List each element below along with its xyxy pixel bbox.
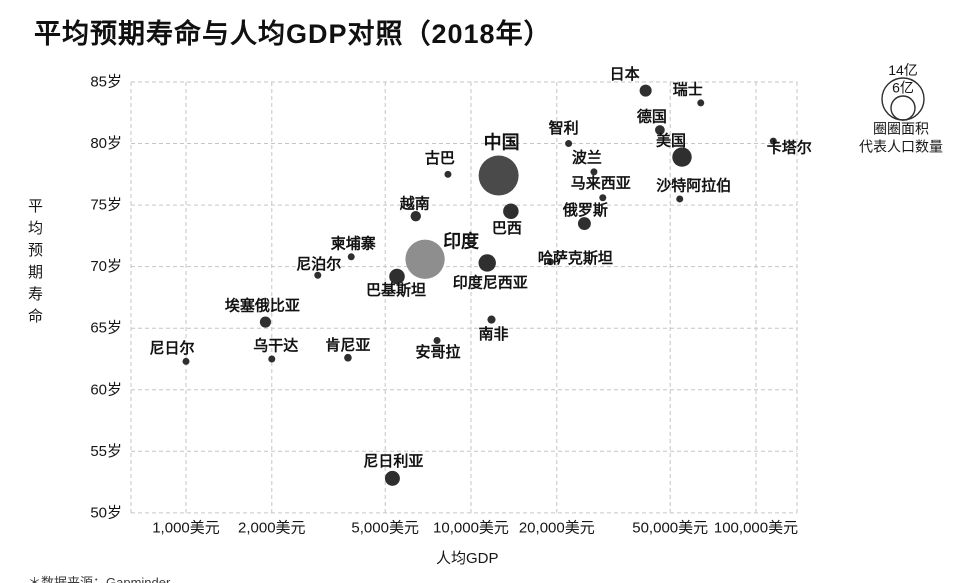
legend-caption-2: 代表人口数量 bbox=[859, 139, 943, 155]
bubble-乌干达 bbox=[268, 355, 276, 363]
bubble-德国 bbox=[655, 125, 665, 135]
label-巴西: 巴西 bbox=[492, 220, 522, 237]
y-tick-label: 50岁 bbox=[90, 504, 122, 521]
bubble-埃塞俄比亚 bbox=[259, 316, 272, 328]
x-tick-label: 1,000美元 bbox=[152, 520, 220, 537]
label-德国: 德国 bbox=[637, 108, 667, 126]
legend-caption-1: 圈圈面积 bbox=[873, 121, 929, 137]
y-tick-label: 70岁 bbox=[90, 258, 122, 275]
x-tick-label: 20,000美元 bbox=[519, 520, 595, 537]
y-tick-label: 55岁 bbox=[90, 443, 122, 460]
bubble-瑞士 bbox=[697, 99, 705, 107]
label-古巴: 古巴 bbox=[425, 149, 455, 167]
gridlines bbox=[130, 81, 798, 514]
label-沙特阿拉伯: 沙特阿拉伯 bbox=[656, 176, 731, 194]
bubble-安哥拉 bbox=[433, 337, 441, 345]
bubble-日本 bbox=[639, 84, 652, 97]
label-越南: 越南 bbox=[399, 195, 430, 213]
bubble-古巴 bbox=[444, 170, 452, 178]
bubble-智利 bbox=[565, 140, 573, 148]
bubble-卡塔尔 bbox=[769, 137, 777, 145]
label-印度: 印度 bbox=[443, 230, 480, 251]
label-尼日利亚: 尼日利亚 bbox=[363, 452, 423, 470]
bubble-马来西亚 bbox=[599, 194, 607, 202]
legend-inner-circle bbox=[890, 95, 916, 121]
label-印度尼西亚: 印度尼西亚 bbox=[453, 273, 528, 291]
label-卡塔尔: 卡塔尔 bbox=[767, 139, 812, 157]
bubble-尼日利亚 bbox=[384, 470, 400, 486]
label-波兰: 波兰 bbox=[572, 148, 602, 166]
bubbles bbox=[182, 84, 777, 486]
bubble-沙特阿拉伯 bbox=[676, 195, 684, 203]
x-tick-label: 5,000美元 bbox=[351, 520, 419, 537]
label-马来西亚: 马来西亚 bbox=[571, 174, 631, 192]
bubble-印度 bbox=[405, 239, 445, 279]
label-柬埔寨: 柬埔寨 bbox=[331, 234, 376, 252]
label-尼日尔: 尼日尔 bbox=[149, 339, 194, 357]
legend-outer-label: 14亿 bbox=[888, 62, 918, 78]
bubble-美国 bbox=[672, 147, 692, 167]
y-tick-label: 75岁 bbox=[90, 197, 122, 214]
label-瑞士: 瑞士 bbox=[673, 80, 703, 98]
label-俄罗斯: 俄罗斯 bbox=[562, 201, 608, 219]
label-肯尼亚: 肯尼亚 bbox=[325, 336, 370, 354]
label-日本: 日本 bbox=[610, 65, 640, 83]
bubble-俄罗斯 bbox=[577, 217, 591, 231]
x-tick-label: 10,000美元 bbox=[433, 520, 509, 537]
x-tick-label: 100,000美元 bbox=[714, 520, 798, 537]
bubble-肯尼亚 bbox=[344, 353, 352, 362]
bubble-哈萨克斯坦 bbox=[546, 258, 554, 266]
chart-title: 平均预期寿命与人均GDP对照（2018年） bbox=[34, 19, 552, 49]
label-美国: 美国 bbox=[656, 132, 686, 150]
label-中国: 中国 bbox=[484, 132, 520, 153]
axis-ticks: 85岁 80岁 75岁 70岁 65岁 60岁 55岁 50岁 1,000美元 2,000美元 5,… bbox=[90, 74, 798, 537]
bubble-中国 bbox=[478, 155, 519, 196]
y-tick-label: 60岁 bbox=[90, 381, 122, 398]
y-tick-label: 85岁 bbox=[90, 74, 122, 91]
label-哈萨克斯坦: 哈萨克斯坦 bbox=[538, 249, 613, 267]
bubble-越南 bbox=[410, 210, 421, 222]
y-tick-label: 65岁 bbox=[90, 320, 122, 337]
y-axis-title: 平均预期寿命 bbox=[26, 198, 43, 330]
footnote-clipped: ＊数据来源：Gapminder bbox=[28, 575, 171, 583]
label-埃塞俄比亚: 埃塞俄比亚 bbox=[225, 297, 300, 315]
bubble-尼泊尔 bbox=[314, 271, 322, 279]
x-axis-title: 人均GDP bbox=[436, 550, 499, 567]
bubble-巴西 bbox=[503, 203, 519, 220]
label-南非: 南非 bbox=[478, 325, 508, 343]
label-乌干达: 乌干达 bbox=[253, 336, 298, 354]
y-tick-label: 80岁 bbox=[90, 135, 122, 152]
label-智利: 智利 bbox=[549, 119, 579, 137]
bubble-巴基斯坦 bbox=[389, 268, 405, 285]
bubble-印度尼西亚 bbox=[478, 254, 496, 272]
label-尼泊尔: 尼泊尔 bbox=[296, 255, 341, 273]
bubble-柬埔寨 bbox=[347, 253, 355, 261]
label-巴基斯坦: 巴基斯坦 bbox=[366, 281, 426, 299]
x-tick-label: 50,000美元 bbox=[632, 520, 708, 537]
bubble-尼日尔 bbox=[182, 357, 190, 365]
x-tick-label: 2,000美元 bbox=[238, 520, 306, 537]
label-安哥拉: 安哥拉 bbox=[416, 343, 461, 361]
bubble-波兰 bbox=[590, 168, 598, 176]
bubble-南非 bbox=[487, 315, 496, 324]
legend-inner-label: 6亿 bbox=[892, 80, 914, 96]
